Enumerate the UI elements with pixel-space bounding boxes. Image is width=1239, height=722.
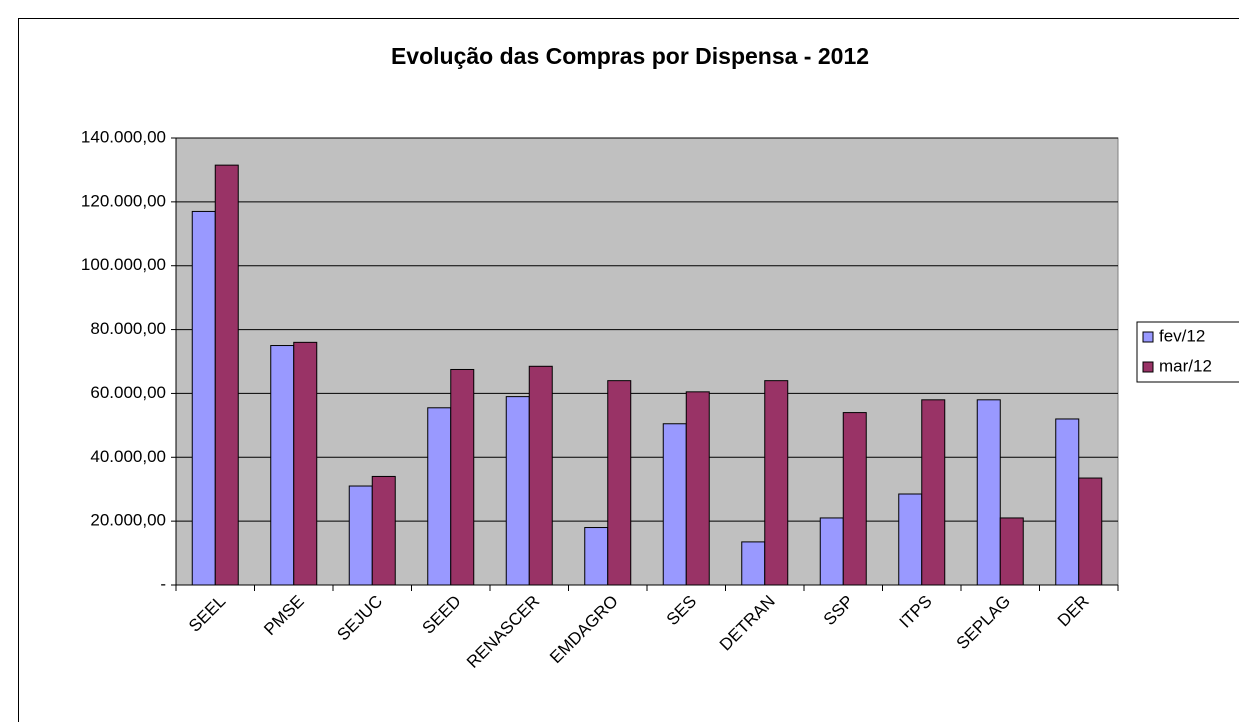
y-tick-label: 140.000,00 — [81, 127, 166, 146]
legend-label: mar/12 — [1159, 356, 1212, 375]
y-tick-label: 80.000,00 — [90, 319, 166, 338]
bar — [842, 412, 867, 586]
bar — [270, 345, 295, 586]
y-tick-label: 100.000,00 — [81, 255, 166, 274]
bar — [662, 423, 687, 586]
legend-box — [1136, 321, 1239, 383]
y-tick-label: 120.000,00 — [81, 191, 166, 210]
chart-title: Evolução das Compras por Dispensa - 2012 — [391, 43, 869, 69]
bar — [764, 380, 789, 586]
bar — [999, 517, 1024, 586]
y-tick-label: 20.000,00 — [90, 511, 166, 530]
bar — [1078, 477, 1103, 586]
bar — [427, 407, 452, 586]
bar — [528, 365, 553, 586]
bar — [450, 368, 475, 586]
bar — [607, 380, 632, 586]
legend-swatch — [1142, 361, 1154, 373]
bar — [1055, 418, 1080, 586]
bar — [371, 475, 396, 586]
y-tick-label: 60.000,00 — [90, 383, 166, 402]
bar — [348, 485, 373, 586]
legend-label: fev/12 — [1159, 326, 1205, 345]
bar — [685, 391, 710, 586]
bar — [921, 399, 946, 586]
bar — [976, 399, 1001, 586]
bar — [741, 541, 766, 586]
bar — [191, 210, 216, 586]
bar — [293, 341, 318, 586]
bar — [819, 517, 844, 586]
bar — [898, 493, 923, 586]
bar — [214, 164, 239, 586]
legend-swatch — [1142, 331, 1154, 343]
plot-area — [175, 137, 1119, 586]
y-tick-label: - — [160, 574, 166, 593]
bar — [505, 396, 530, 586]
y-tick-label: 40.000,00 — [90, 447, 166, 466]
bar — [584, 527, 609, 586]
